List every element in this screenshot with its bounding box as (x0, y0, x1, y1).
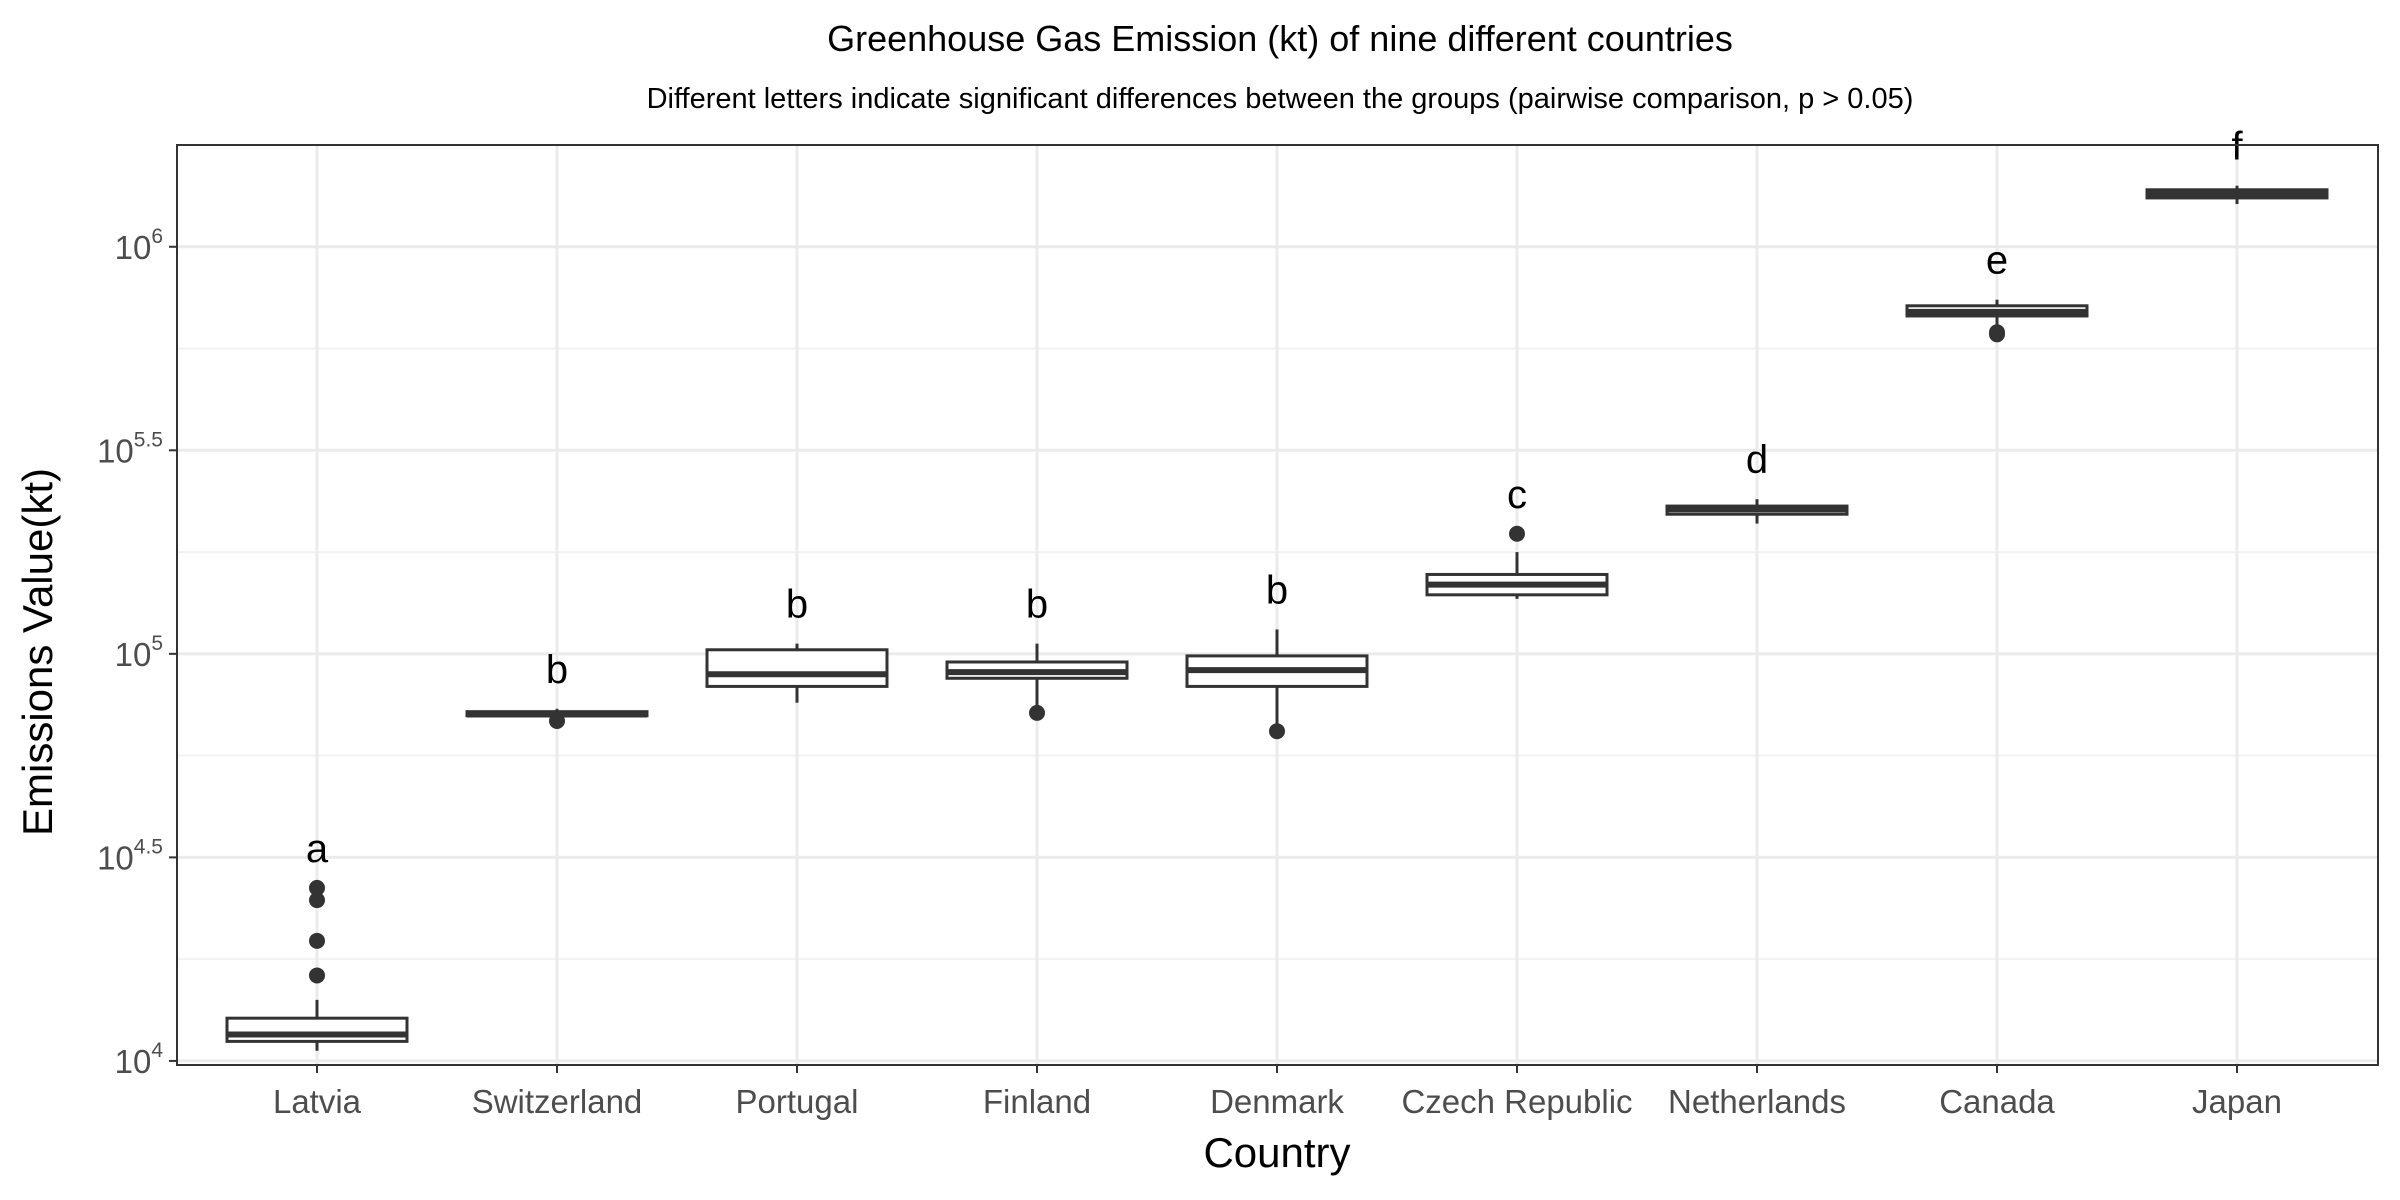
x-tick-label: Finland (983, 1083, 1091, 1120)
x-tick-label: Czech Republic (1401, 1083, 1632, 1120)
significance-letter: e (1986, 239, 2008, 283)
significance-letter: d (1746, 438, 1768, 482)
y-axis: 104 104.5 105 105.5 106 (97, 225, 177, 1080)
x-tick-label: Denmark (1210, 1083, 1344, 1120)
x-tick-label: Switzerland (472, 1083, 643, 1120)
y-tick-label: 105.5 (97, 428, 163, 469)
grid-layer (177, 145, 2378, 1065)
x-tick-label: Canada (1939, 1083, 2055, 1120)
box-denmark: b (1185, 568, 1369, 740)
outlier-point (309, 932, 325, 949)
box-japan: f (2145, 125, 2329, 205)
chart-title: Greenhouse Gas Emission (kt) of nine dif… (827, 18, 1733, 59)
box-finland: b (945, 583, 1129, 721)
significance-letter: b (786, 583, 808, 627)
y-tick-label: 105 (115, 632, 163, 673)
significance-letter: b (1026, 583, 1048, 627)
y-axis-title: Emissions Value(kt) (14, 468, 61, 836)
significance-letter: b (1266, 568, 1288, 612)
outlier-point (309, 967, 325, 984)
x-axis-title: Country (1203, 1129, 1350, 1176)
box-iqr (225, 1016, 409, 1043)
y-tick-label: 104 (115, 1039, 164, 1080)
x-tick-label: Japan (2192, 1083, 2282, 1120)
significance-letter: c (1507, 473, 1527, 517)
chart-subtitle: Different letters indicate significant d… (647, 83, 1914, 115)
outlier-point (1989, 326, 2005, 343)
y-tick-label: 104.5 (97, 835, 163, 876)
outlier-point (1269, 723, 1285, 740)
significance-letter: a (306, 827, 329, 871)
significance-letter: b (546, 648, 568, 692)
x-tick-label: Portugal (736, 1083, 859, 1120)
box-latvia: a (225, 827, 409, 1051)
box-switzerland: b (465, 648, 649, 730)
y-tick-label: 106 (115, 225, 163, 266)
outlier-point (309, 879, 325, 896)
outlier-point (309, 892, 325, 909)
box-iqr (705, 648, 889, 688)
outlier-point (1509, 525, 1525, 542)
box-layer: a b b b b c d e f (225, 125, 2329, 1051)
outlier-point (549, 713, 565, 730)
box-czech-republic: c (1425, 473, 1609, 599)
x-tick-label: Latvia (273, 1083, 362, 1120)
outlier-point (1029, 704, 1045, 721)
box-netherlands: d (1665, 438, 1849, 524)
x-axis: Latvia Switzerland Portugal Finland Denmark C… (273, 1065, 2282, 1120)
significance-letter: f (2231, 125, 2243, 169)
x-tick-label: Netherlands (1668, 1083, 1846, 1120)
box-portugal: b (705, 583, 889, 703)
box-canada: e (1905, 239, 2089, 343)
plot-panel: a b b b b c d e f (176, 125, 2379, 1066)
